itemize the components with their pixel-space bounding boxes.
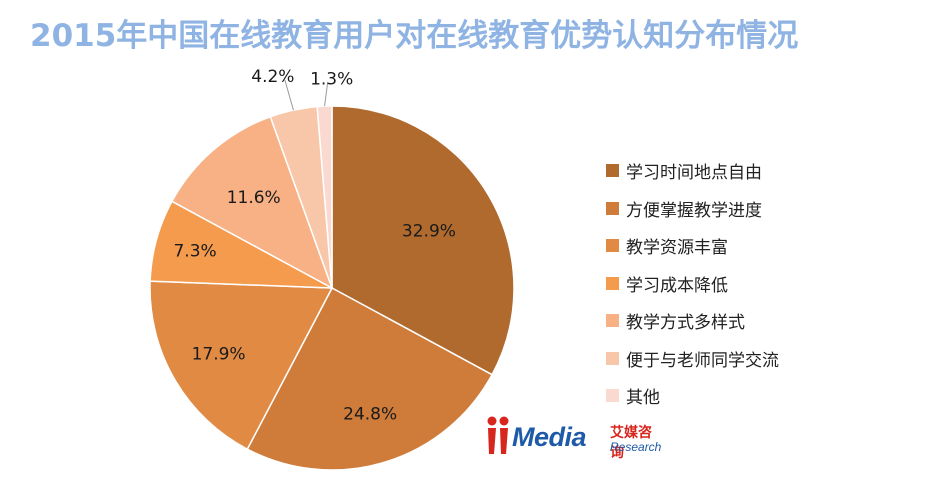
logo-chinese-text: 艾媒咨询 (610, 425, 652, 461)
legend-item: 方便掌握教学进度 (606, 190, 779, 228)
logo-main-text: Media (512, 422, 587, 452)
legend-swatch (606, 276, 619, 290)
legend-label: 便于与老师同学交流 (626, 350, 779, 371)
legend-swatch (606, 314, 619, 328)
pie-slice-7 (316, 105, 333, 289)
legend-label: 学习时间地点自由 (626, 163, 762, 184)
logo-sub-text: Research (610, 440, 662, 454)
data-label-1: 32.9% (402, 221, 456, 241)
legend-label: 学习成本降低 (626, 275, 728, 296)
legend-swatch (606, 389, 619, 403)
legend-item: 教学资源丰富 (606, 227, 779, 265)
legend-label: 方便掌握教学进度 (626, 200, 762, 221)
legend-item: 学习成本降低 (606, 265, 779, 303)
data-label-6: 4.2% (251, 67, 294, 87)
pie-slice-5 (170, 115, 334, 290)
legend-item: 其他 (606, 377, 779, 415)
legend-swatch (606, 164, 619, 178)
data-label-2: 24.8% (343, 404, 397, 424)
legend-label: 教学资源丰富 (626, 238, 728, 259)
data-label-7: 1.3% (310, 69, 353, 89)
data-label-3: 17.9% (192, 345, 246, 365)
leader-line-7 (324, 82, 329, 107)
chart-title: 2015年中国在线教育用户对在线教育优势认知分布情况 (30, 18, 799, 54)
legend-label: 教学方式多样式 (626, 313, 745, 334)
legend-item: 便于与老师同学交流 (606, 340, 779, 378)
data-label-5: 11.6% (227, 188, 281, 208)
legend-item: 教学方式多样式 (606, 302, 779, 340)
imedia-logo: Media 艾媒咨询 Research (484, 414, 664, 464)
imedia-logo-mark-icon (487, 416, 509, 454)
pie-slice-1 (331, 105, 515, 376)
leader-line-6 (284, 79, 294, 111)
legend-swatch (606, 351, 619, 365)
legend-swatch (606, 201, 619, 215)
data-label-4: 7.3% (173, 242, 216, 262)
legend-label: 其他 (626, 388, 660, 409)
legend: 学习时间地点自由 方便掌握教学进度 教学资源丰富 学习成本降低 教学方式多样式便于与老师… (606, 152, 779, 415)
legend-swatch (606, 239, 619, 253)
legend-item: 学习时间地点自由 (606, 152, 779, 190)
pie-slice-3 (149, 280, 334, 451)
